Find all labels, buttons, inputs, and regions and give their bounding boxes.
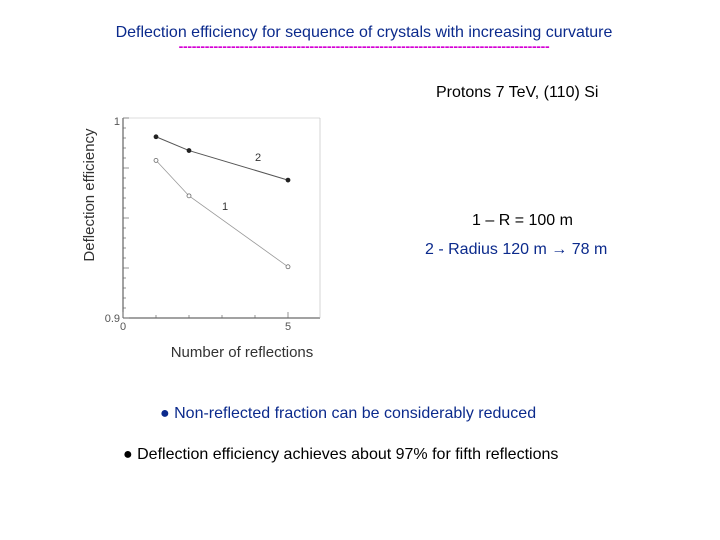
chart-axes: 0 5 0.9 1 Number of reflections Deflection ef… bbox=[81, 116, 321, 361]
y-axis-title: Deflection efficiency bbox=[81, 128, 98, 262]
legend-series-1: 1 – R = 100 m bbox=[472, 212, 573, 229]
series-2-line bbox=[155, 136, 289, 181]
series-2-label: 2 bbox=[255, 152, 261, 164]
beam-subtitle: Protons 7 TeV, (110) Si bbox=[436, 84, 599, 101]
x-axis-title: Number of reflections bbox=[171, 344, 314, 361]
x-tick-label: 0 bbox=[120, 321, 126, 333]
y-tick-label: 0.9 bbox=[105, 313, 120, 325]
y-tick-label: 1 bbox=[114, 116, 120, 128]
series-2-point bbox=[186, 148, 192, 153]
bullet-efficiency: ● Deflection efficiency achieves about 9… bbox=[123, 446, 559, 463]
series-1-label: 1 bbox=[222, 201, 228, 213]
x-tick-label: 5 bbox=[285, 321, 291, 333]
page-title: Deflection efficiency for sequence of cr… bbox=[115, 24, 613, 41]
series-1-point bbox=[285, 264, 291, 270]
series-1-point bbox=[186, 193, 192, 199]
series-1-point bbox=[153, 157, 159, 163]
bullet-non-reflected: ● Non-reflected fraction can be consider… bbox=[160, 405, 537, 422]
chart-marks: 12 bbox=[153, 134, 291, 270]
series-2-point bbox=[153, 134, 159, 140]
series-2-point bbox=[285, 177, 291, 183]
series-1-line bbox=[155, 160, 289, 268]
legend-series-2: 2 - Radius 120 m → 78 m bbox=[425, 241, 608, 258]
title-divider: ----------------------------------------… bbox=[178, 38, 550, 54]
